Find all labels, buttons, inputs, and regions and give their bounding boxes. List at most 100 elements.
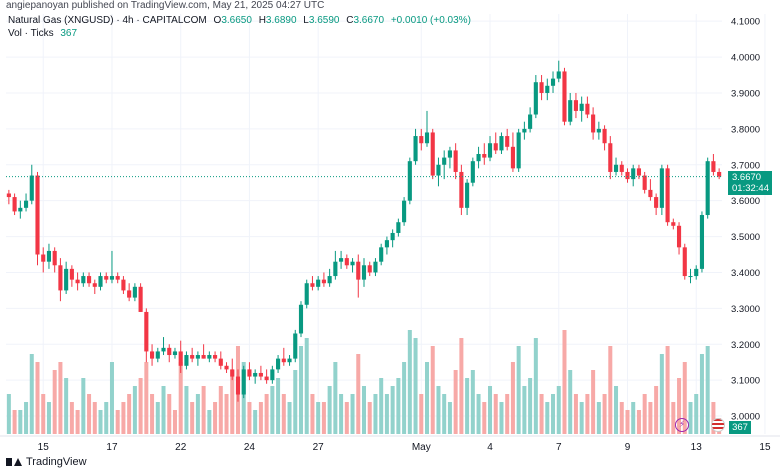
candle-body: [591, 114, 596, 133]
volume-bar: [293, 370, 298, 434]
candle-body: [247, 369, 252, 377]
volume-legend: Vol · Ticks 367: [8, 28, 81, 39]
volume-bar: [230, 370, 235, 434]
candle-body: [184, 355, 189, 366]
volume-bar: [115, 410, 120, 434]
volume-bar: [654, 386, 659, 434]
candle-body: [619, 164, 624, 172]
candle-body: [648, 189, 653, 198]
time-axis[interactable]: 1517222427May47913151821: [0, 435, 780, 453]
volume-bar: [69, 402, 74, 434]
volume-bar: [688, 402, 693, 434]
candle-body: [155, 351, 160, 359]
volume-bar: [350, 394, 355, 434]
candle-body: [384, 240, 389, 248]
candle-body: [23, 200, 29, 208]
close-value: 3.6670: [353, 15, 385, 26]
volume-bar: [12, 410, 17, 434]
volume-bar: [247, 402, 252, 434]
candle-body: [333, 261, 338, 277]
tradingview-footer[interactable]: TradingView: [6, 456, 87, 468]
candle-body: [241, 369, 246, 395]
us-flag-icon[interactable]: [711, 418, 725, 432]
candle-body: [522, 128, 527, 133]
candle-body: [499, 136, 504, 151]
price-axis[interactable]: 4.1000 4.0000 3.9000 3.8000 3.7000 3.6000 3.50…: [731, 17, 760, 423]
volume-bar: [333, 362, 338, 434]
candle-body: [121, 279, 126, 291]
volume-bar: [109, 362, 114, 434]
candle-body: [573, 100, 578, 111]
volume-bar: [705, 346, 710, 434]
candle-body: [201, 355, 206, 359]
volume-bar: [636, 410, 641, 434]
volume-bar: [562, 330, 567, 434]
volume-bar: [327, 386, 332, 434]
candle-body: [585, 103, 590, 115]
candle-body: [270, 369, 275, 381]
brand-name: TradingView: [26, 456, 87, 468]
candle-body: [41, 254, 46, 262]
candle-body: [694, 268, 699, 277]
bar-countdown: 01:32:44: [732, 182, 769, 194]
volume-bar: [516, 346, 521, 434]
candle-body: [350, 261, 355, 266]
candle-body: [207, 355, 212, 359]
candle-body: [705, 161, 710, 216]
volume-bar: [499, 402, 504, 434]
candle-body: [18, 207, 23, 212]
volume-label[interactable]: Vol · Ticks: [8, 28, 54, 39]
volume-bar: [436, 386, 441, 434]
volume-bar: [579, 402, 584, 434]
volume-badge: 367: [729, 421, 751, 434]
candle-body: [407, 161, 412, 201]
candle-body: [81, 276, 86, 284]
volume-bar: [98, 410, 103, 434]
volume-bar: [207, 410, 212, 434]
volume-bar: [642, 394, 647, 434]
price-tick-label: 3.2000: [731, 340, 760, 351]
candle-body: [487, 143, 493, 158]
open-value: 3.6650: [221, 15, 252, 26]
volume-bar: [178, 362, 183, 434]
volume-bar: [316, 402, 321, 434]
candle-body: [373, 261, 378, 273]
tradingview-logo-icon: [6, 457, 22, 466]
volume-bar: [104, 402, 109, 434]
candle-body: [35, 175, 40, 255]
price-tick-label: 3.9000: [731, 88, 760, 99]
candle-body: [361, 265, 367, 280]
lightning-icon[interactable]: ⚡: [675, 418, 689, 432]
candle-body: [316, 279, 321, 287]
candle-body: [132, 286, 137, 298]
candle-body: [144, 311, 149, 352]
volume-bar: [356, 354, 361, 434]
candle-body: [671, 222, 676, 226]
candle-body: [258, 372, 263, 377]
change-value: +0.0010 (+0.03%): [390, 15, 471, 26]
volume-bar: [545, 402, 550, 434]
volume-bar: [648, 402, 653, 434]
candle-body: [230, 369, 235, 377]
candle-body: [476, 154, 481, 162]
symbol-name[interactable]: Natural Gas (XNGUSD) · 4h · CAPITALCOM: [8, 15, 207, 26]
candle-body: [218, 358, 223, 366]
time-tick-label: 15: [759, 442, 771, 453]
volume-bar: [218, 386, 223, 434]
volume-bar: [614, 386, 619, 434]
candle-body: [556, 71, 561, 79]
candle-body: [717, 171, 722, 177]
candle-body: [390, 232, 395, 241]
volume-bar: [18, 410, 23, 434]
candle-body: [213, 355, 218, 359]
close-label: C: [346, 15, 354, 26]
candle-body: [276, 358, 281, 370]
candle-body: [424, 132, 430, 144]
candle-body: [281, 358, 286, 363]
time-tick-label: May: [412, 442, 431, 453]
price-tick-label: 3.7000: [731, 160, 760, 171]
candle-body: [482, 154, 487, 158]
volume-bar: [591, 370, 596, 434]
candle-body: [12, 197, 17, 212]
